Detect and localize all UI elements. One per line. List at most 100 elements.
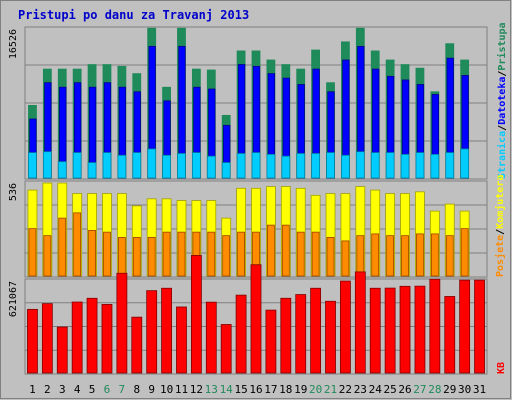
series-datoteka — [29, 45, 469, 179]
chart-title: Pristupi po danu za Travanj 2013 — [18, 8, 249, 22]
x-tick-label: 15 — [234, 383, 247, 396]
bar-kb-22 — [340, 280, 351, 374]
bar-posjete-15 — [237, 231, 245, 277]
x-tick-label: 19 — [294, 383, 307, 396]
bar-kb-6 — [101, 304, 113, 374]
bar-kb-3 — [56, 326, 68, 374]
legend-middle: Posjete/Komjutera — [494, 175, 506, 277]
bar-stranica-12 — [191, 152, 201, 179]
bar-stranica-1 — [28, 152, 37, 179]
x-tick-label: 23 — [354, 383, 367, 396]
x-tick-label: 2 — [44, 383, 51, 396]
x-tick-label: 16 — [249, 383, 262, 396]
legend-top: Stranica/Datoteka/Pristupa — [496, 22, 508, 179]
bar-kb-15 — [235, 294, 247, 374]
bar-posjete-26 — [401, 235, 409, 277]
x-tick-label: 8 — [133, 383, 140, 396]
bar-stranica-24 — [370, 152, 380, 179]
x-tick-label: 27 — [413, 383, 426, 396]
x-tick-label: 21 — [324, 383, 337, 396]
bar-stranica-10 — [162, 154, 171, 179]
panel-bottom: 621067 KB — [8, 255, 507, 375]
bar-stranica-11 — [177, 153, 186, 179]
bar-kb-21 — [325, 300, 336, 374]
x-tick-label: 20 — [309, 383, 322, 396]
bar-kb-11 — [176, 306, 187, 374]
bar-stranica-16 — [251, 152, 261, 179]
bar-stranica-23 — [355, 151, 365, 179]
bar-posjete-27 — [416, 233, 424, 277]
x-tick-label: 11 — [175, 383, 188, 396]
x-tick-label: 28 — [428, 383, 441, 396]
bar-posjete-30 — [460, 228, 469, 277]
bar-kb-8 — [131, 316, 143, 374]
bar-posjete-10 — [162, 231, 171, 277]
bar-kb-17 — [265, 309, 277, 374]
bar-kb-31 — [474, 279, 485, 374]
legend-item: Pristupa — [496, 22, 508, 70]
bar-posjete-28 — [430, 233, 439, 277]
bar-stranica-2 — [42, 151, 52, 179]
ymax-label: 16526 — [8, 29, 19, 59]
bar-posjete-23 — [356, 235, 365, 277]
x-tick-label: 26 — [398, 383, 411, 396]
bar-stranica-19 — [296, 153, 306, 179]
bar-posjete-7 — [117, 237, 126, 277]
x-tick-label: 1 — [29, 383, 36, 396]
bar-kb-14 — [220, 324, 232, 374]
bar-kb-24 — [369, 287, 381, 374]
bar-kb-13 — [205, 301, 217, 374]
x-tick-label: 22 — [339, 383, 352, 396]
bar-stranica-25 — [385, 152, 395, 179]
bar-kb-2 — [41, 303, 53, 374]
series-posjete — [28, 212, 469, 277]
x-axis-labels: 1 2 3 4 5 6 7 8 9 10 11 12 13 14 15 16 17 18 19 20 21 22 23 24 2… — [29, 383, 486, 396]
bar-posjete-25 — [386, 235, 395, 277]
bar-posjete-2 — [43, 235, 52, 277]
legend-item: / — [497, 71, 508, 77]
bar-stranica-18 — [281, 155, 291, 179]
bar-stranica-20 — [311, 153, 321, 179]
x-tick-label: 7 — [119, 383, 126, 396]
series-kb — [27, 255, 485, 374]
bar-kb-30 — [459, 279, 471, 374]
bar-kb-20 — [310, 287, 322, 374]
x-tick-label: 24 — [369, 383, 383, 396]
bar-kb-25 — [384, 287, 396, 374]
bar-posjete-5 — [88, 230, 96, 277]
bar-stranica-30 — [460, 148, 470, 179]
x-tick-label: 5 — [89, 383, 96, 396]
x-tick-label: 30 — [458, 383, 471, 396]
bar-posjete-1 — [28, 228, 37, 277]
legend-item: Komjutera — [494, 175, 506, 229]
bar-posjete-13 — [207, 231, 216, 277]
bar-kb-28 — [429, 278, 441, 374]
bar-kb-23 — [354, 271, 366, 374]
bar-stranica-17 — [266, 154, 276, 179]
x-tick-label: 25 — [384, 383, 397, 396]
bar-posjete-3 — [58, 217, 67, 277]
bar-stranica-7 — [117, 154, 127, 179]
bar-posjete-19 — [296, 231, 305, 277]
x-tick-label: 31 — [473, 383, 486, 396]
legend-bottom: KB — [496, 362, 507, 374]
bar-kb-9 — [146, 290, 158, 374]
legend-item: Stranica — [496, 131, 508, 179]
bar-stranica-3 — [57, 161, 67, 179]
bar-kb-10 — [161, 287, 172, 374]
legend-item: KB — [496, 362, 507, 374]
bar-posjete-11 — [177, 231, 186, 277]
panel-middle: 536 Posjete/Komjutera — [8, 175, 506, 278]
x-tick-label: 18 — [279, 383, 292, 396]
bar-posjete-17 — [267, 224, 275, 277]
legend-item: Datoteka — [497, 77, 508, 125]
bar-stranica-8 — [132, 152, 142, 179]
bar-kb-26 — [399, 285, 411, 374]
bar-stranica-28 — [430, 154, 440, 179]
bar-kb-29 — [444, 296, 456, 374]
bar-stranica-5 — [87, 162, 97, 179]
